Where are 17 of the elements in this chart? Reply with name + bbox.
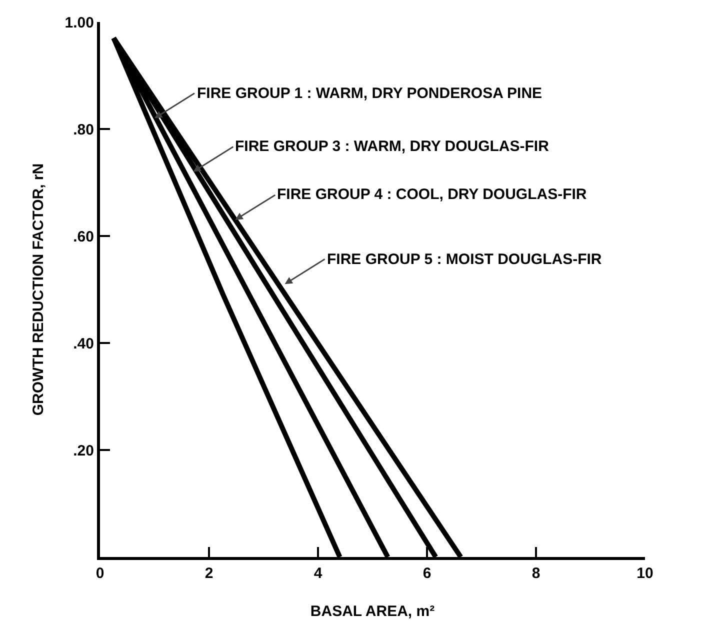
annotation: FIRE GROUP 1 : WARM, DRY PONDEROSA PINE bbox=[197, 85, 542, 102]
x-tick-label: 4 bbox=[314, 565, 323, 582]
annotation: FIRE GROUP 4 : COOL, DRY DOUGLAS-FIR bbox=[277, 186, 587, 203]
annotation: FIRE GROUP 5 : MOIST DOUGLAS-FIR bbox=[327, 251, 602, 268]
annotation: FIRE GROUP 3 : WARM, DRY DOUGLAS-FIR bbox=[235, 138, 550, 155]
y-tick-label: .20 bbox=[73, 442, 94, 460]
y-tick-label: .80 bbox=[73, 121, 94, 138]
x-tick-label: 10 bbox=[636, 565, 654, 582]
x-tick-label: 6 bbox=[422, 565, 432, 582]
x-axis-title: BASAL AREA, m² bbox=[310, 603, 435, 620]
y-tick-label: .40 bbox=[73, 335, 94, 352]
y-axis-title: GROWTH REDUCTION FACTOR, rN bbox=[30, 163, 48, 416]
x-tick-label: 0 bbox=[96, 565, 104, 582]
x-tick-label: 2 bbox=[204, 565, 214, 582]
y-tick-label: 1.00 bbox=[64, 14, 94, 32]
x-tick-label: 8 bbox=[532, 565, 540, 582]
y-tick-label: .60 bbox=[73, 228, 94, 246]
